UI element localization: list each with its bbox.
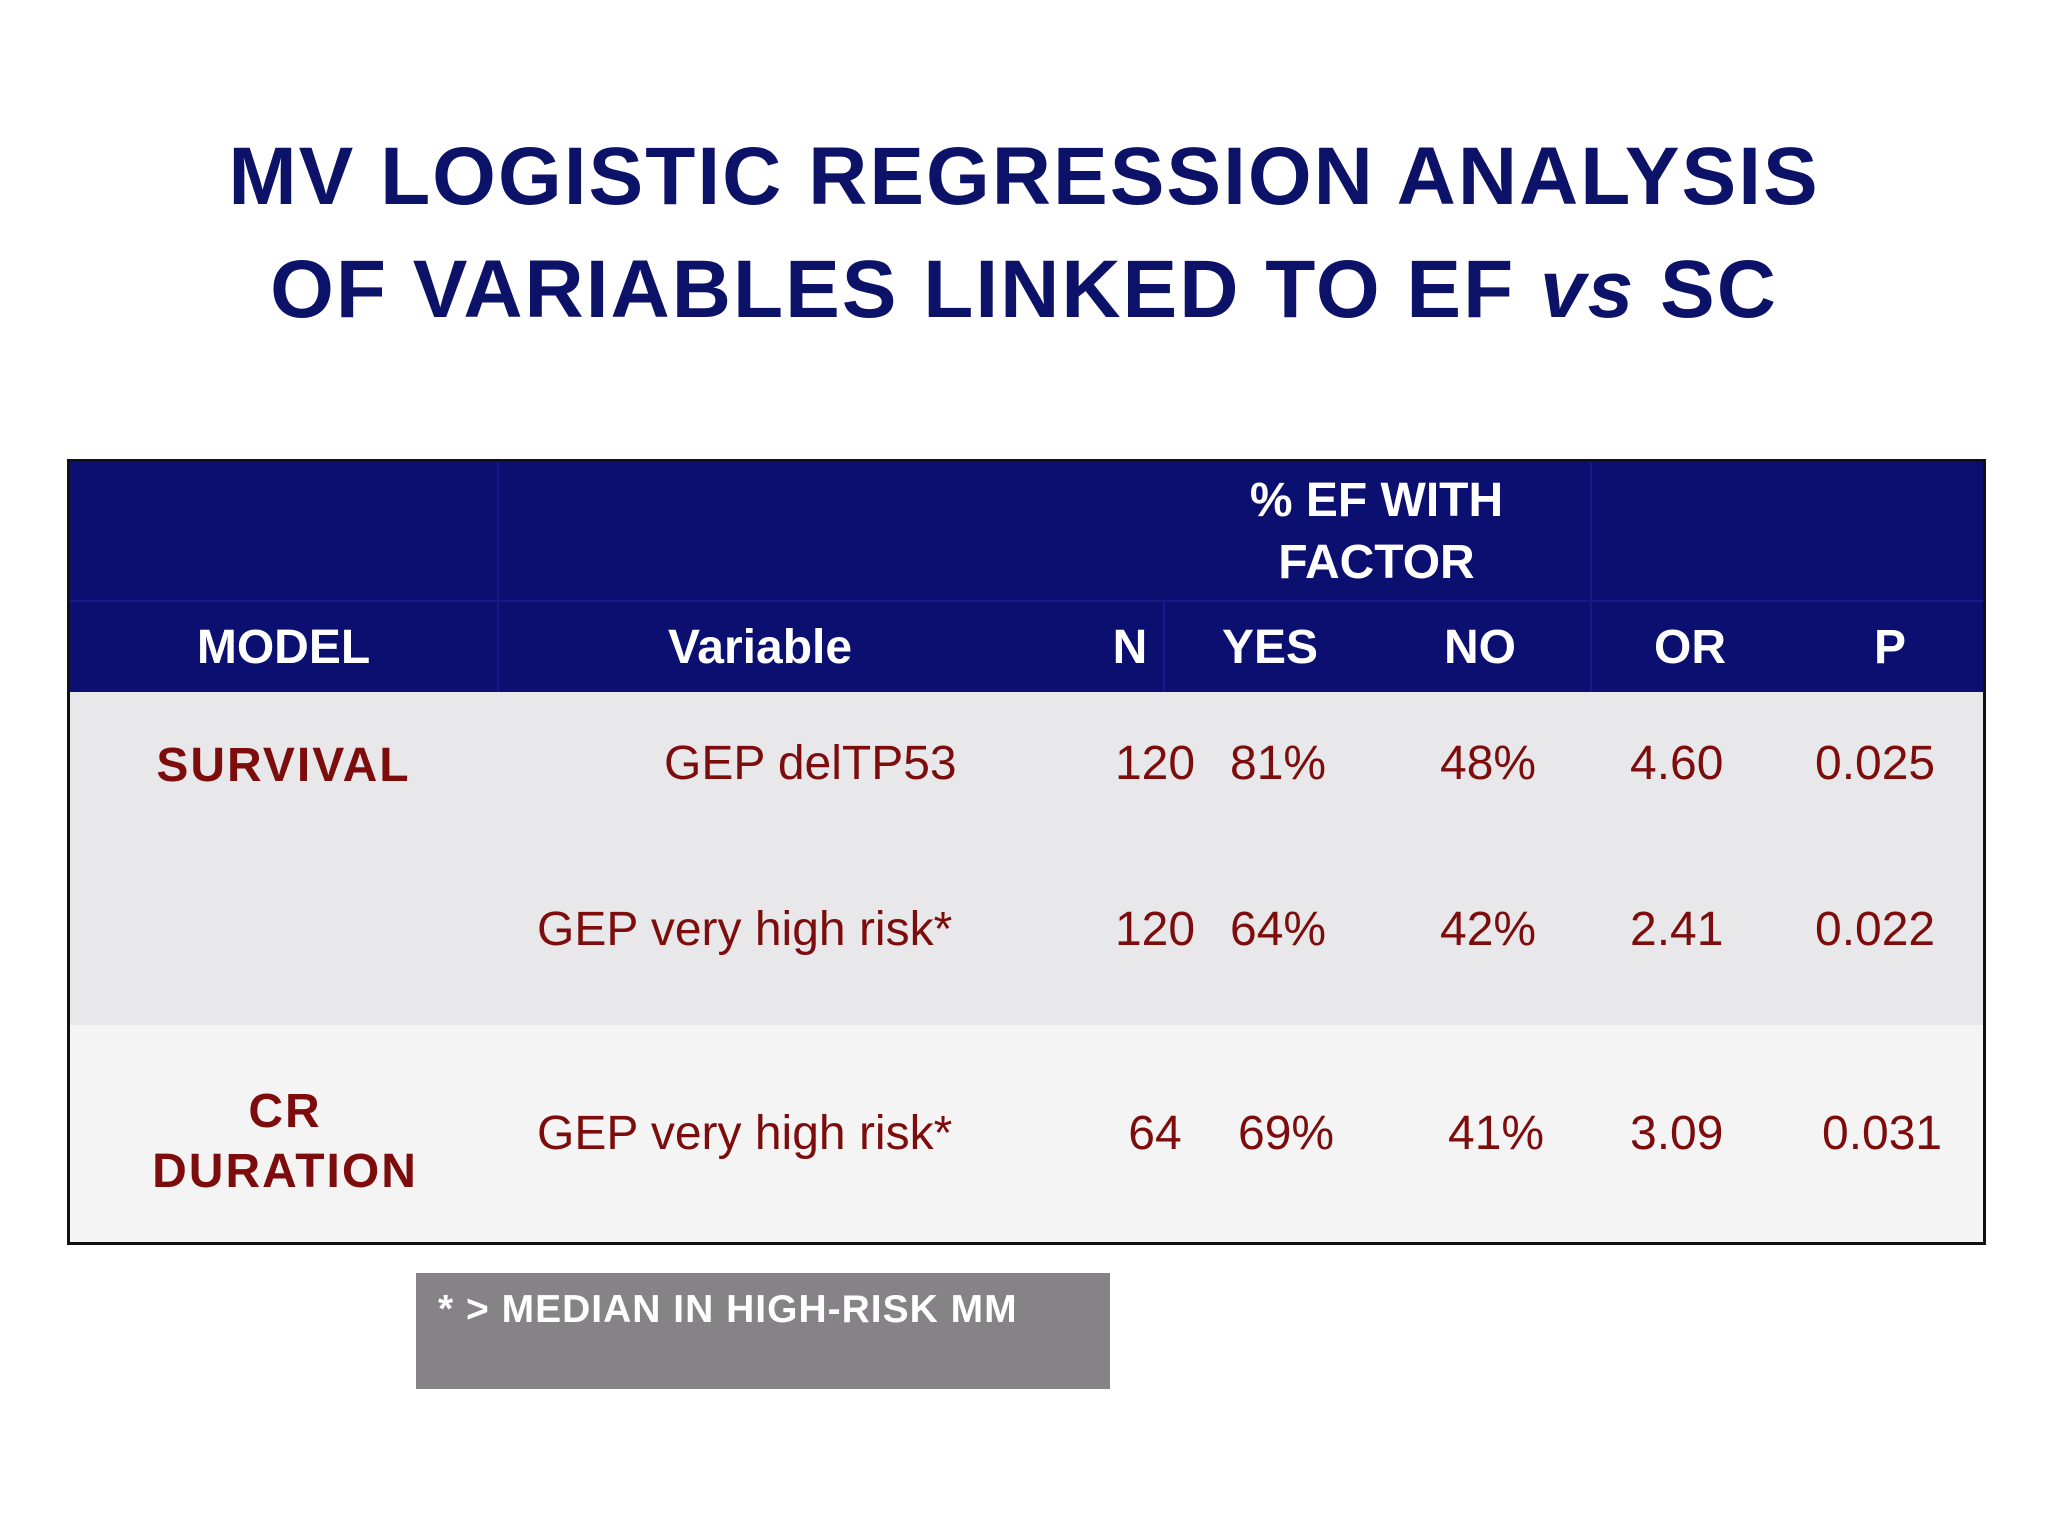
table-row-yes: 81% bbox=[1230, 737, 1327, 790]
table-row-or: 4.60 bbox=[1630, 737, 1724, 790]
table-row-variable: GEP very high risk* bbox=[537, 1107, 953, 1160]
column-header-model: MODEL bbox=[196, 621, 371, 674]
header-divider bbox=[1590, 462, 1592, 692]
table-row-variable: GEP very high risk* bbox=[537, 903, 953, 956]
header-divider bbox=[497, 462, 499, 692]
table-row-or: 3.09 bbox=[1630, 1107, 1724, 1160]
table-column-header-row bbox=[70, 600, 1983, 692]
header-divider bbox=[1163, 600, 1165, 692]
title-line-2-italic: vs bbox=[1540, 244, 1636, 335]
table-row-yes: 64% bbox=[1230, 903, 1327, 956]
table-row-no: 48% bbox=[1440, 737, 1537, 790]
table-row-n: 120 bbox=[1114, 737, 1196, 790]
column-header-p: P bbox=[1873, 621, 1906, 674]
table-group-header-row bbox=[70, 462, 1983, 600]
table-row-variable: GEP delTP53 bbox=[664, 737, 957, 790]
title-line-2: OF VARIABLES LINKED TO EF vs SC bbox=[0, 233, 2048, 346]
table-row-no: 41% bbox=[1448, 1107, 1545, 1160]
table-row-model: CR DURATION bbox=[152, 1085, 418, 1198]
column-header-or: OR bbox=[1654, 621, 1726, 674]
table-row-p: 0.022 bbox=[1815, 903, 1936, 956]
table-body-cr-duration bbox=[70, 1025, 1983, 1242]
table-row-no: 42% bbox=[1440, 903, 1537, 956]
regression-table: % EF WITH FACTOR MODEL Variable N YES NO… bbox=[67, 459, 1986, 1245]
table-body-survival bbox=[70, 692, 1983, 1025]
column-header-no: NO bbox=[1444, 621, 1516, 674]
column-header-variable: Variable bbox=[667, 621, 853, 674]
slide-title: MV LOGISTIC REGRESSION ANALYSIS OF VARIA… bbox=[0, 120, 2048, 346]
title-line-2-suffix: SC bbox=[1660, 244, 1778, 335]
title-line-1: MV LOGISTIC REGRESSION ANALYSIS bbox=[228, 131, 1820, 222]
column-header-n: N bbox=[1112, 621, 1148, 674]
table-row-p: 0.031 bbox=[1822, 1107, 1943, 1160]
group-header-ef-with-factor: % EF WITH FACTOR bbox=[1249, 474, 1504, 589]
table-row-n: 64 bbox=[1128, 1107, 1182, 1160]
footnote-box: * > MEDIAN IN HIGH-RISK MM bbox=[416, 1273, 1110, 1389]
title-line-2-prefix: OF VARIABLES LINKED TO EF bbox=[270, 244, 1516, 335]
table-row-or: 2.41 bbox=[1630, 903, 1724, 956]
header-horizontal-divider bbox=[70, 600, 1983, 602]
column-header-yes: YES bbox=[1221, 621, 1319, 674]
table-row-p: 0.025 bbox=[1815, 737, 1936, 790]
table-row-yes: 69% bbox=[1238, 1107, 1335, 1160]
table-row-n: 120 bbox=[1114, 903, 1196, 956]
table-row-model: SURVIVAL bbox=[156, 739, 411, 792]
